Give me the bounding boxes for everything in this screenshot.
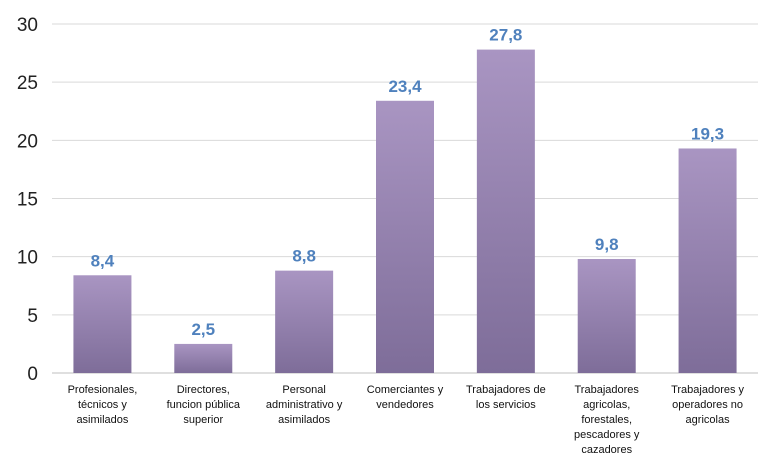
data-labels: 8,4 2,5 8,8 23,4 27,8 9,8 19,3 xyxy=(91,26,725,339)
x-tick-label: Comerciantes y vendedores xyxy=(367,384,444,411)
data-label: 19,3 xyxy=(691,124,724,143)
x-tick-label: Trabajadores y operadores no agricolas xyxy=(671,384,744,426)
bar xyxy=(577,258,636,373)
x-tick-label: Profesionales, técnicos y asimilados xyxy=(68,384,138,426)
bar xyxy=(476,49,535,374)
data-label: 23,4 xyxy=(388,77,422,96)
data-label: 9,8 xyxy=(595,235,619,254)
bar xyxy=(73,275,132,373)
data-label: 8,4 xyxy=(91,251,115,270)
bar xyxy=(174,343,233,373)
x-tick-label: Personal administrativo y asimilados xyxy=(266,384,343,426)
x-axis-categories: Profesionales, técnicos y asimilados Direct… xyxy=(68,384,745,454)
bar xyxy=(678,148,737,373)
bars xyxy=(73,49,737,374)
bar xyxy=(376,100,434,373)
y-tick-label: 20 xyxy=(17,131,38,152)
data-label: 27,8 xyxy=(489,26,522,45)
data-label: 8,8 xyxy=(292,247,316,266)
x-tick-label: Directores, funcion pública superior xyxy=(167,384,241,426)
bar xyxy=(275,270,334,373)
y-tick-label: 25 xyxy=(17,73,38,94)
y-axis-ticks: 0 5 10 15 20 25 30 xyxy=(17,15,38,385)
x-tick-label: Trabajadores agricolas, forestales, pescado… xyxy=(574,384,640,454)
y-tick-label: 10 xyxy=(17,248,38,269)
data-label: 2,5 xyxy=(191,320,215,339)
y-tick-label: 30 xyxy=(17,15,38,36)
x-tick-label: Trabajadores de los servicios xyxy=(466,384,546,411)
y-tick-label: 5 xyxy=(27,306,38,327)
y-tick-label: 15 xyxy=(17,190,38,211)
y-tick-label: 0 xyxy=(27,364,38,385)
